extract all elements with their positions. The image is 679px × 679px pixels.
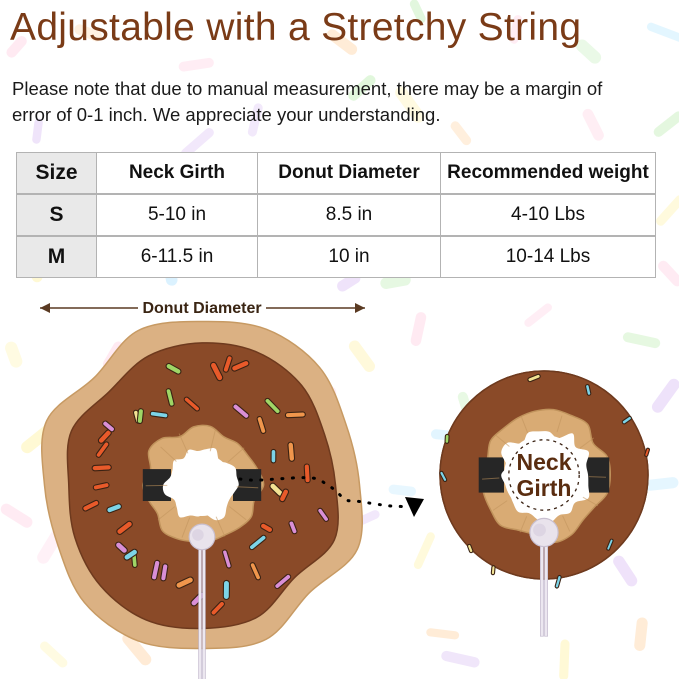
svg-text:NeckGirth: Neck Girth [517,449,572,501]
